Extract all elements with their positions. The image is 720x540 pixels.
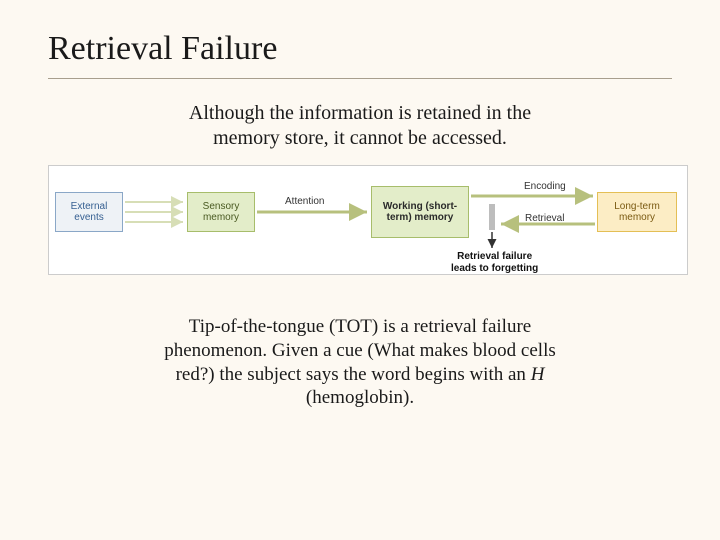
diagram-arrows (49, 166, 689, 276)
box-working-memory: Working (short-term) memory (371, 186, 469, 238)
box-working-memory-label: Working (short-term) memory (372, 199, 468, 226)
arrow-label-retrieval: Retrieval (525, 213, 564, 224)
outro-line-3a: red?) the subject says the word begins w… (176, 364, 531, 385)
box-sensory-memory-label: Sensory memory (188, 199, 254, 226)
retrieval-block-bar (489, 204, 495, 230)
arrow-label-attention: Attention (285, 196, 324, 207)
outro-italic-letter: H (531, 364, 545, 385)
outro-line-1: Tip-of-the-tongue (TOT) is a retrieval f… (189, 316, 531, 337)
intro-line-1: Although the information is retained in … (189, 102, 531, 124)
retrieval-failure-line-1: Retrieval failure (457, 251, 532, 262)
slide-title: Retrieval Failure (48, 30, 672, 79)
box-long-term-memory: Long-term memory (597, 192, 677, 232)
retrieval-failure-caption: Retrieval failure leads to forgetting (451, 251, 538, 275)
intro-line-2: memory store, it cannot be accessed. (213, 127, 507, 149)
box-long-term-memory-label: Long-term memory (598, 199, 676, 226)
outro-line-2: phenomenon. Given a cue (What makes bloo… (164, 340, 556, 361)
box-sensory-memory: Sensory memory (187, 192, 255, 232)
outro-line-4: (hemoglobin). (306, 387, 414, 408)
memory-flow-diagram: External events Sensory memory Working (… (48, 165, 688, 275)
retrieval-failure-line-2: leads to forgetting (451, 263, 538, 274)
intro-text: Although the information is retained in … (48, 101, 672, 151)
outro-text: Tip-of-the-tongue (TOT) is a retrieval f… (48, 315, 672, 410)
box-external-events-label: External events (56, 199, 122, 226)
arrow-label-encoding: Encoding (524, 181, 566, 192)
slide: Retrieval Failure Although the informati… (0, 0, 720, 540)
box-external-events: External events (55, 192, 123, 232)
